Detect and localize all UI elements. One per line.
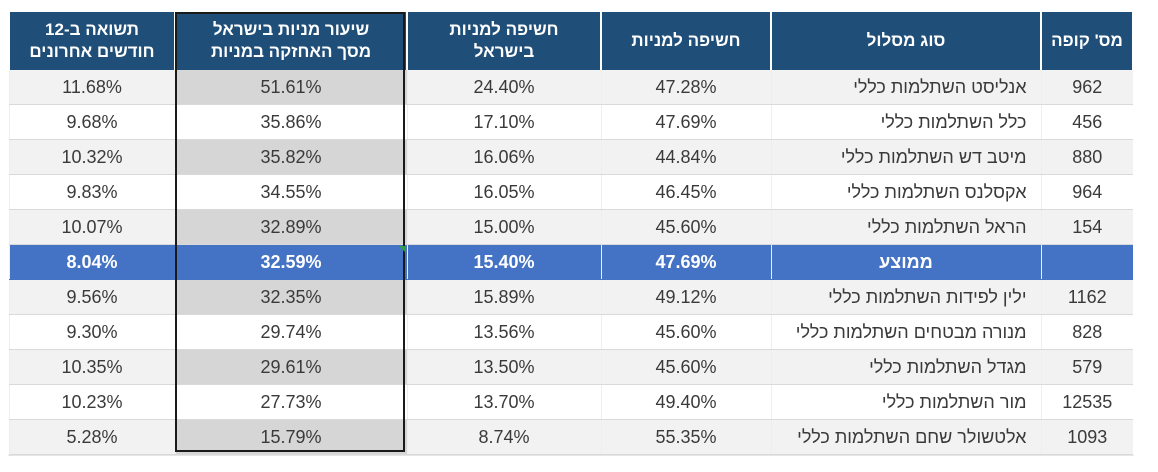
column-header-text: מס' קופה — [1051, 31, 1123, 50]
cell-israel-equity-exposure[interactable]: 13.70% — [406, 384, 601, 420]
cell-track-type[interactable]: אנליסט השתלמות כללי — [770, 70, 1041, 105]
cell-israel-equity-exposure[interactable]: 15.00% — [406, 209, 601, 245]
cell-equity-exposure[interactable]: 49.40% — [600, 384, 771, 420]
cell-track-type[interactable]: אקסלנס השתלמות כללי — [770, 174, 1041, 210]
cell-comment-marker — [399, 246, 406, 253]
column-header-text: תשואה ב-12 — [45, 20, 139, 39]
cell-return-12m[interactable]: 10.32% — [8, 139, 175, 175]
cell-track-type[interactable]: מנורה מבטחים השתלמות כללי — [770, 314, 1041, 350]
cell-israel-equity-share[interactable]: 32.89% — [174, 209, 407, 245]
cell-return-12m[interactable]: 10.07% — [8, 209, 175, 245]
column-header-text: מסך האחזקה במניות — [210, 42, 372, 61]
cell-fund-no[interactable] — [1040, 244, 1133, 280]
cell-fund-no[interactable]: 964 — [1040, 174, 1133, 210]
table-body: 962 אנליסט השתלמות כללי 47.28% 24.40% 51.61%… — [8, 70, 1133, 455]
cell-equity-exposure[interactable]: 47.28% — [600, 70, 771, 105]
cell-equity-exposure[interactable]: 45.60% — [600, 209, 771, 245]
cell-israel-equity-share[interactable]: 35.82% — [174, 139, 407, 175]
cell-israel-equity-share[interactable]: 15.79% — [174, 419, 407, 455]
cell-track-type[interactable]: מיטב דש השתלמות כללי — [770, 139, 1041, 175]
cell-fund-no[interactable]: 1093 — [1040, 419, 1133, 455]
cell-fund-no[interactable]: 1162 — [1040, 279, 1133, 315]
cell-israel-equity-share[interactable]: 51.61% — [174, 70, 407, 105]
cell-israel-equity-exposure[interactable]: 13.50% — [406, 349, 601, 385]
column-header-equity-exposure[interactable]: חשיפה למניות — [600, 12, 772, 70]
cell-fund-no[interactable]: 579 — [1040, 349, 1133, 385]
cell-equity-exposure[interactable]: 47.69% — [600, 104, 771, 140]
cell-israel-equity-share[interactable]: 29.74% — [174, 314, 407, 350]
cell-israel-equity-exposure[interactable]: 13.56% — [406, 314, 601, 350]
cell-return-12m[interactable]: 11.68% — [8, 70, 175, 105]
cell-fund-no[interactable]: 12535 — [1040, 384, 1133, 420]
table-row: 964 אקסלנס השתלמות כללי 46.45% 16.05% 34.55%… — [8, 174, 1133, 210]
column-header-text: חודשים אחרונים — [29, 42, 155, 61]
table-row: 456 כלל השתלמות כללי 47.69% 17.10% 35.86% 9.6… — [8, 104, 1133, 140]
cell-equity-exposure[interactable]: 45.60% — [600, 314, 771, 350]
cell-israel-equity-share[interactable]: 27.73% — [174, 384, 407, 420]
average-row: ממוצע 47.69% 15.40% 32.59% 8.04% — [8, 244, 1133, 280]
cell-return-12m[interactable]: 10.35% — [8, 349, 175, 385]
cell-return-12m[interactable]: 5.28% — [8, 419, 175, 455]
column-header-text: שיעור מניות בישראל — [212, 20, 370, 39]
cell-return-12m[interactable]: 8.04% — [8, 244, 175, 280]
table-row: 154 הראל השתלמות כללי 45.60% 15.00% 32.89% 10… — [8, 209, 1133, 245]
cell-equity-exposure[interactable]: 45.60% — [600, 349, 771, 385]
table-header: מס' קופה סוג מסלול חשיפה למניות חשיפה למניו… — [8, 12, 1134, 70]
cell-return-12m[interactable]: 10.23% — [8, 384, 175, 420]
cell-fund-no[interactable]: 828 — [1040, 314, 1133, 350]
cell-equity-exposure[interactable]: 44.84% — [600, 139, 771, 175]
cell-track-type[interactable]: אלטשולר שחם השתלמות כללי — [770, 419, 1041, 455]
cell-israel-equity-exposure[interactable]: 15.40% — [406, 244, 601, 280]
cell-israel-equity-share[interactable]: 32.59% — [174, 244, 407, 280]
cell-fund-no[interactable]: 456 — [1040, 104, 1133, 140]
table-row: 828 מנורה מבטחים השתלמות כללי 45.60% 13.56%… — [8, 314, 1133, 350]
table-row: 12535 מור השתלמות כללי 49.40% 13.70% 27.73% 1… — [8, 384, 1133, 420]
fund-comparison-table: מס' קופה סוג מסלול חשיפה למניות חשיפה למניו… — [8, 12, 1134, 455]
table-row: 1093 אלטשולר שחם השתלמות כללי 55.35% 8.74% 1… — [8, 419, 1133, 455]
cell-israel-equity-exposure[interactable]: 17.10% — [406, 104, 601, 140]
column-header-text: חשיפה למניות — [631, 31, 741, 50]
cell-track-type[interactable]: מגדל השתלמות כללי — [770, 349, 1041, 385]
cell-equity-exposure[interactable]: 46.45% — [600, 174, 771, 210]
cell-return-12m[interactable]: 9.68% — [8, 104, 175, 140]
empty-trailing-row — [8, 455, 1134, 472]
column-header-text: בישראל — [473, 42, 535, 61]
cell-israel-equity-share[interactable]: 32.35% — [174, 279, 407, 315]
column-header-text: סוג מסלול — [866, 31, 946, 50]
cell-track-type[interactable]: ממוצע — [770, 244, 1041, 280]
cell-fund-no[interactable]: 880 — [1040, 139, 1133, 175]
cell-equity-exposure[interactable]: 55.35% — [600, 419, 771, 455]
header-row: מס' קופה סוג מסלול חשיפה למניות חשיפה למניו… — [8, 12, 1134, 70]
column-header-return-12m[interactable]: תשואה ב-12 חודשים אחרונים — [8, 12, 176, 70]
cell-track-type[interactable]: מור השתלמות כללי — [770, 384, 1041, 420]
cell-equity-exposure[interactable]: 47.69% — [600, 244, 771, 280]
cell-israel-equity-exposure[interactable]: 16.06% — [406, 139, 601, 175]
cell-israel-equity-exposure[interactable]: 24.40% — [406, 70, 601, 105]
cell-track-type[interactable]: הראל השתלמות כללי — [770, 209, 1041, 245]
column-header-israel-equity-share[interactable]: שיעור מניות בישראל מסך האחזקה במניות — [174, 12, 408, 70]
cell-israel-equity-exposure[interactable]: 8.74% — [406, 419, 601, 455]
column-header-track-type[interactable]: סוג מסלול — [770, 12, 1042, 70]
cell-equity-exposure[interactable]: 49.12% — [600, 279, 771, 315]
cell-fund-no[interactable]: 962 — [1040, 70, 1133, 105]
cell-israel-equity-exposure[interactable]: 15.89% — [406, 279, 601, 315]
table-row: 579 מגדל השתלמות כללי 45.60% 13.50% 29.61% 10… — [8, 349, 1133, 385]
cell-return-12m[interactable]: 9.30% — [8, 314, 175, 350]
cell-track-type[interactable]: ילין לפידות השתלמות כללי — [770, 279, 1041, 315]
table-row: 962 אנליסט השתלמות כללי 47.28% 24.40% 51.61%… — [8, 70, 1133, 105]
column-header-fund-no[interactable]: מס' קופה — [1040, 12, 1134, 70]
cell-israel-equity-share[interactable]: 29.61% — [174, 349, 407, 385]
table-row: 1162 ילין לפידות השתלמות כללי 49.12% 15.89%… — [8, 279, 1133, 315]
cell-israel-equity-share[interactable]: 35.86% — [174, 104, 407, 140]
cell-fund-no[interactable]: 154 — [1040, 209, 1133, 245]
table-row: 880 מיטב דש השתלמות כללי 44.84% 16.06% 35.82… — [8, 139, 1133, 175]
cell-return-12m[interactable]: 9.83% — [8, 174, 175, 210]
column-header-israel-equity-exposure[interactable]: חשיפה למניות בישראל — [406, 12, 602, 70]
cell-track-type[interactable]: כלל השתלמות כללי — [770, 104, 1041, 140]
column-header-text: חשיפה למניות — [449, 20, 559, 39]
cell-return-12m[interactable]: 9.56% — [8, 279, 175, 315]
cell-israel-equity-exposure[interactable]: 16.05% — [406, 174, 601, 210]
cell-israel-equity-share[interactable]: 34.55% — [174, 174, 407, 210]
